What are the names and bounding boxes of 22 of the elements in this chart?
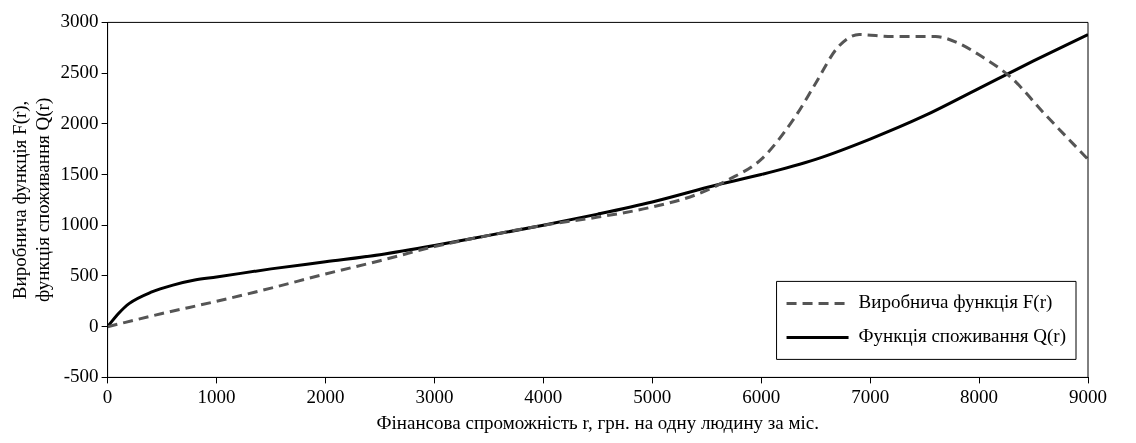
legend-label: Виробнича функція F(r) bbox=[858, 291, 1053, 314]
x-tick-label: 9000 bbox=[1069, 385, 1107, 407]
x-axis-title: Фінансова спроможність r, грн. на одну людину за міс. bbox=[376, 411, 820, 433]
x-tick-label: 5000 bbox=[633, 385, 672, 407]
y-tick-label: 2500 bbox=[60, 61, 99, 83]
x-tick-label: 7000 bbox=[851, 385, 890, 407]
y-tick-label: 1500 bbox=[60, 162, 99, 184]
y-axis-title: Виробнича функція F(r), функція споживання Q(r) bbox=[9, 97, 55, 303]
y-tick-label: 0 bbox=[89, 314, 99, 336]
x-tick-label: 0 bbox=[102, 385, 113, 407]
y-tick-label: -500 bbox=[63, 365, 99, 387]
y-tick-label: 3000 bbox=[60, 10, 99, 32]
x-tick-label: 1000 bbox=[197, 385, 236, 407]
x-tick-label: 2000 bbox=[306, 385, 345, 407]
y-tick-label: 500 bbox=[70, 263, 99, 285]
x-tick-label: 8000 bbox=[960, 385, 999, 407]
x-tick-label: 4000 bbox=[524, 385, 563, 407]
x-tick-label: 3000 bbox=[415, 385, 454, 407]
x-tick-label: 6000 bbox=[742, 385, 781, 407]
y-tick-label: 1000 bbox=[60, 213, 99, 235]
legend-label: Функція споживання Q(r) bbox=[858, 325, 1066, 348]
y-tick-label: 2000 bbox=[60, 111, 99, 133]
